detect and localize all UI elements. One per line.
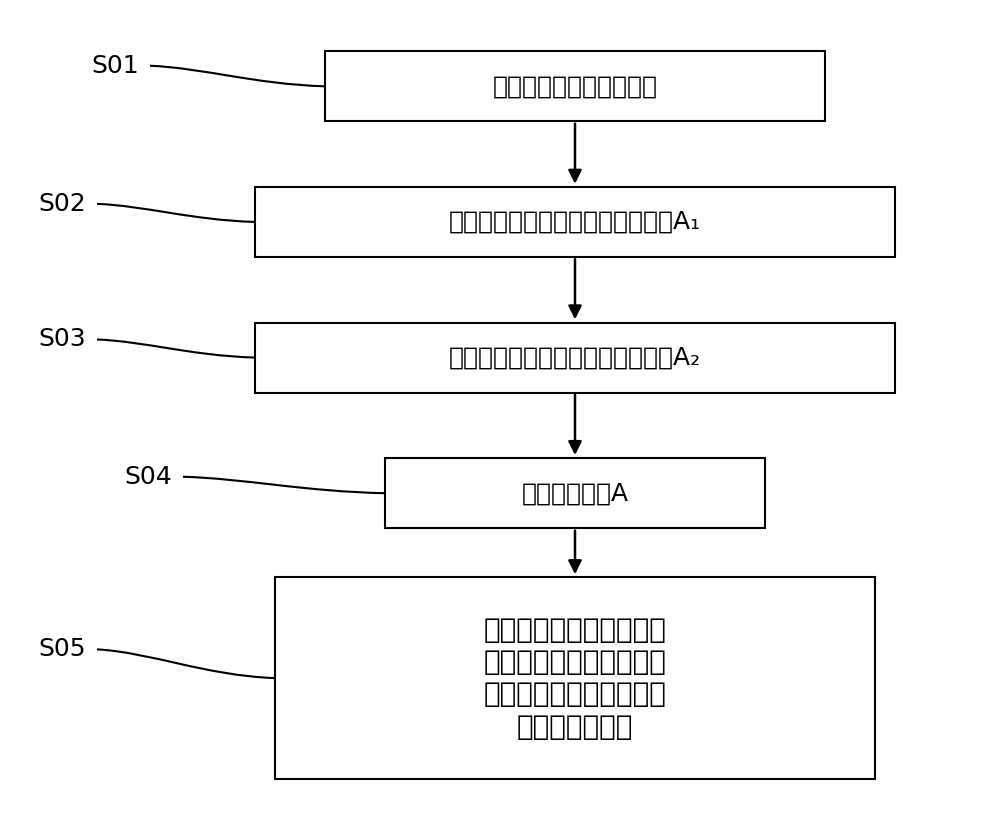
Text: S02: S02 (38, 192, 86, 216)
Text: S01: S01 (91, 53, 139, 78)
Text: S04: S04 (124, 464, 172, 489)
FancyBboxPatch shape (255, 323, 895, 393)
Text: S05: S05 (38, 637, 86, 662)
FancyBboxPatch shape (385, 458, 765, 528)
Text: 构造第二近场测试模式的观测矩阵A₂: 构造第二近场测试模式的观测矩阵A₂ (449, 345, 701, 370)
FancyBboxPatch shape (325, 51, 825, 121)
FancyBboxPatch shape (275, 577, 875, 779)
Text: 实现第一近场测试模式的
目标散射特性数据至第二
近场测试模式的目标散射
特性数据的映射: 实现第一近场测试模式的 目标散射特性数据至第二 近场测试模式的目标散射 特性数据… (484, 616, 666, 741)
Text: S03: S03 (38, 327, 86, 352)
Text: 对目标区进行网格化处理: 对目标区进行网格化处理 (492, 74, 658, 99)
FancyBboxPatch shape (255, 187, 895, 256)
Text: 构造传递矩阵A: 构造传递矩阵A (521, 481, 629, 506)
Text: 构造第一近场测试模式的观测矩阵A₁: 构造第一近场测试模式的观测矩阵A₁ (449, 210, 701, 234)
